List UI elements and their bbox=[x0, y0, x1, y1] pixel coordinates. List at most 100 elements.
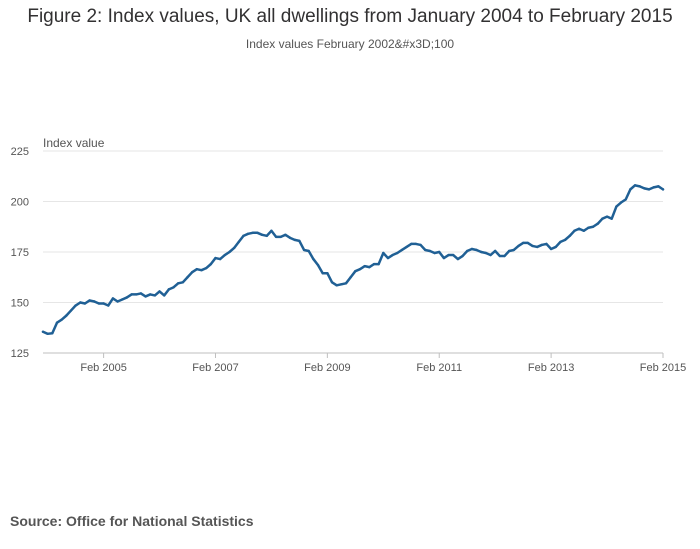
data-point[interactable] bbox=[410, 242, 413, 246]
data-point[interactable] bbox=[507, 249, 511, 253]
data-point[interactable] bbox=[503, 254, 506, 258]
data-point[interactable] bbox=[475, 248, 478, 252]
data-point[interactable] bbox=[577, 227, 581, 230]
data-point[interactable] bbox=[274, 235, 278, 239]
data-point[interactable] bbox=[382, 251, 385, 255]
data-point[interactable] bbox=[265, 234, 268, 238]
data-point[interactable] bbox=[591, 225, 595, 228]
data-point[interactable] bbox=[484, 251, 488, 255]
data-point[interactable] bbox=[51, 332, 54, 335]
data-point[interactable] bbox=[535, 245, 539, 249]
data-point[interactable] bbox=[405, 245, 408, 249]
data-point[interactable] bbox=[340, 283, 343, 286]
data-point[interactable] bbox=[615, 205, 618, 208]
data-point[interactable] bbox=[517, 244, 520, 248]
data-point[interactable] bbox=[424, 248, 427, 252]
data-point[interactable] bbox=[456, 257, 460, 261]
data-point[interactable] bbox=[79, 301, 82, 304]
data-point[interactable] bbox=[629, 188, 632, 191]
data-point[interactable] bbox=[531, 244, 534, 248]
data-point[interactable] bbox=[619, 201, 623, 204]
data-point[interactable] bbox=[540, 243, 543, 247]
data-point[interactable] bbox=[433, 251, 436, 255]
data-point[interactable] bbox=[111, 297, 115, 300]
data-point[interactable] bbox=[624, 198, 627, 201]
data-point[interactable] bbox=[512, 248, 516, 252]
data-point[interactable] bbox=[442, 256, 446, 260]
data-point[interactable] bbox=[610, 217, 613, 220]
data-point[interactable] bbox=[489, 253, 492, 257]
data-point[interactable] bbox=[358, 267, 362, 271]
data-point[interactable] bbox=[386, 256, 390, 260]
data-point[interactable] bbox=[545, 242, 548, 246]
data-point[interactable] bbox=[200, 268, 203, 272]
data-point[interactable] bbox=[601, 217, 604, 220]
data-point[interactable] bbox=[573, 229, 576, 232]
data-point[interactable] bbox=[596, 222, 599, 225]
data-point[interactable] bbox=[65, 314, 68, 317]
data-point[interactable] bbox=[270, 229, 273, 232]
data-point[interactable] bbox=[396, 251, 399, 255]
data-point[interactable] bbox=[232, 246, 236, 250]
data-point[interactable] bbox=[83, 302, 87, 305]
data-point[interactable] bbox=[344, 282, 348, 285]
data-point[interactable] bbox=[190, 271, 194, 274]
data-point[interactable] bbox=[88, 299, 91, 302]
data-point[interactable] bbox=[204, 266, 208, 270]
data-point[interactable] bbox=[605, 215, 609, 218]
data-point[interactable] bbox=[102, 302, 105, 305]
data-point[interactable] bbox=[237, 240, 240, 244]
data-point[interactable] bbox=[93, 300, 96, 303]
data-point[interactable] bbox=[60, 318, 63, 321]
data-point[interactable] bbox=[74, 304, 77, 307]
data-point[interactable] bbox=[466, 249, 469, 253]
data-point[interactable] bbox=[391, 253, 394, 257]
data-point[interactable] bbox=[428, 249, 432, 253]
data-point[interactable] bbox=[288, 236, 292, 240]
data-point[interactable] bbox=[521, 241, 525, 245]
data-point[interactable] bbox=[638, 185, 641, 188]
data-point[interactable] bbox=[130, 293, 133, 296]
data-point[interactable] bbox=[307, 249, 310, 253]
data-point[interactable] bbox=[452, 253, 455, 257]
data-point[interactable] bbox=[330, 281, 334, 284]
data-point[interactable] bbox=[549, 247, 553, 251]
data-point[interactable] bbox=[172, 286, 175, 289]
data-point[interactable] bbox=[349, 276, 352, 279]
data-point[interactable] bbox=[41, 330, 45, 333]
data-point[interactable] bbox=[97, 302, 101, 305]
data-point[interactable] bbox=[242, 234, 245, 238]
data-point[interactable] bbox=[335, 284, 338, 287]
data-point[interactable] bbox=[167, 288, 171, 291]
data-point[interactable] bbox=[354, 269, 357, 273]
data-point[interactable] bbox=[116, 300, 119, 303]
data-point[interactable] bbox=[559, 240, 562, 244]
data-point[interactable] bbox=[181, 281, 185, 284]
data-point[interactable] bbox=[526, 241, 530, 245]
series-line-uk-all-dwellings[interactable] bbox=[41, 184, 665, 336]
data-point[interactable] bbox=[139, 292, 143, 295]
data-point[interactable] bbox=[461, 254, 464, 258]
data-point[interactable] bbox=[568, 234, 571, 238]
data-point[interactable] bbox=[414, 242, 418, 246]
data-point[interactable] bbox=[470, 247, 474, 251]
data-point[interactable] bbox=[419, 243, 422, 247]
data-point[interactable] bbox=[135, 293, 138, 296]
data-point[interactable] bbox=[377, 262, 380, 266]
data-point[interactable] bbox=[587, 226, 590, 229]
data-point[interactable] bbox=[163, 294, 166, 297]
data-point[interactable] bbox=[643, 187, 646, 190]
data-point[interactable] bbox=[149, 293, 152, 296]
data-point[interactable] bbox=[498, 254, 502, 258]
data-point[interactable] bbox=[279, 235, 282, 239]
data-point[interactable] bbox=[46, 332, 49, 336]
data-point[interactable] bbox=[493, 249, 497, 253]
data-point[interactable] bbox=[209, 262, 213, 266]
data-point[interactable] bbox=[246, 232, 250, 236]
data-point[interactable] bbox=[480, 250, 483, 254]
data-point[interactable] bbox=[223, 253, 226, 257]
data-point[interactable] bbox=[316, 263, 320, 267]
data-point[interactable] bbox=[144, 295, 147, 298]
data-point[interactable] bbox=[153, 294, 157, 297]
data-point[interactable] bbox=[633, 184, 637, 187]
